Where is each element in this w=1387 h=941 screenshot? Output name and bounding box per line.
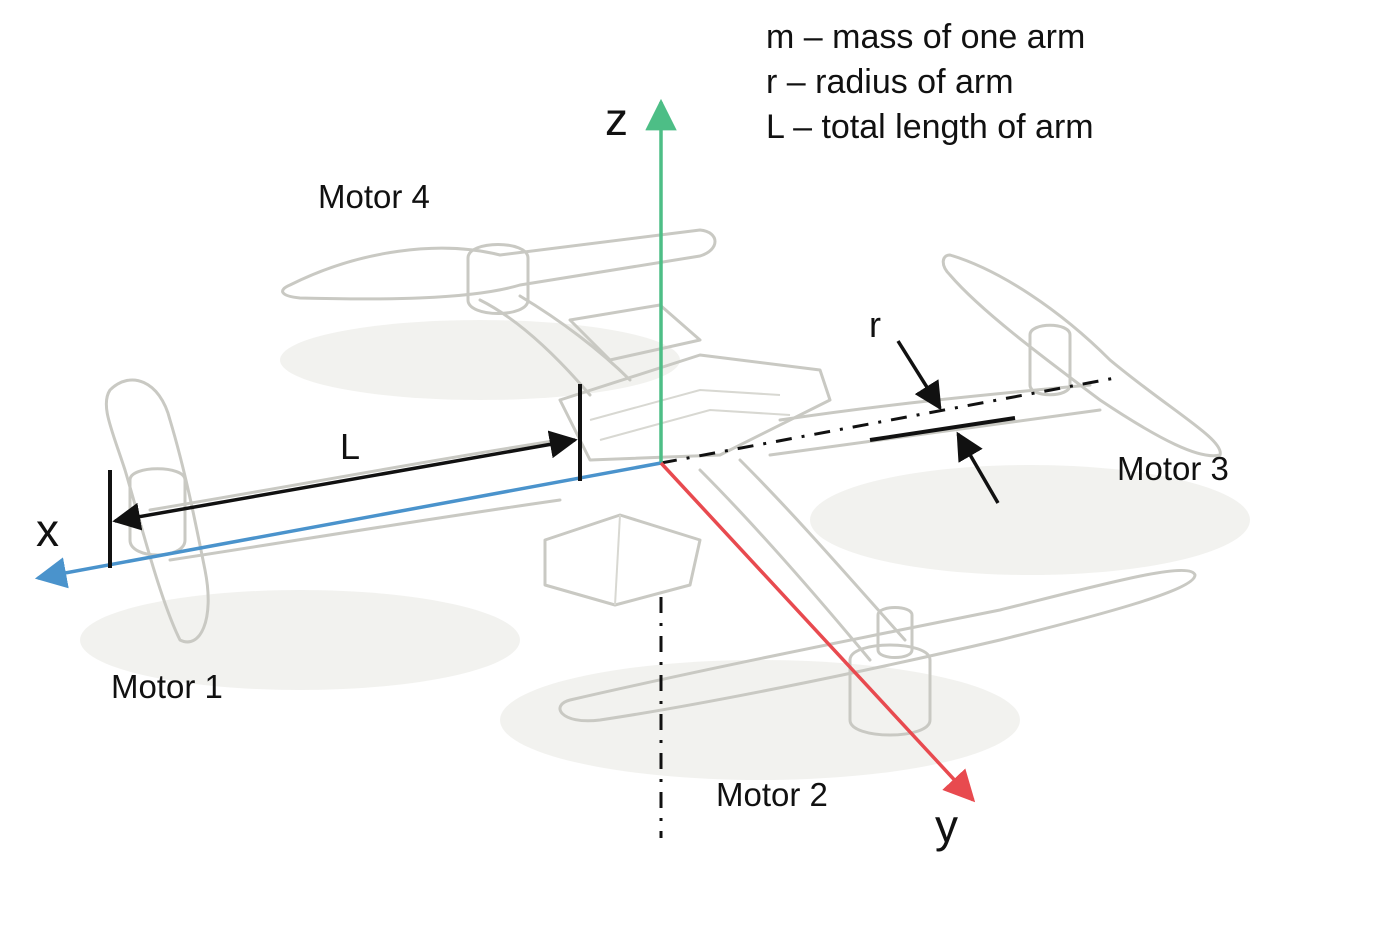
legend-mass: m – mass of one arm — [766, 18, 1085, 56]
legend-radius: r – radius of arm — [766, 63, 1014, 101]
r-arrow-top — [896, 340, 942, 411]
motor-4-label: Motor 4 — [318, 178, 430, 215]
motor-3-label: Motor 3 — [1117, 450, 1229, 487]
y-axis-label: y — [935, 800, 958, 852]
z-axis-label: z — [605, 93, 628, 145]
r-label: r — [869, 304, 881, 345]
x-axis-label: x — [36, 504, 59, 556]
L-dimension-arrow — [112, 430, 578, 531]
motor-2-label: Motor 2 — [716, 776, 828, 813]
y-axis-arrow — [659, 461, 976, 803]
r-arm-edge-line — [869, 416, 1016, 442]
quadcopter-sketch — [80, 228, 1250, 780]
motor-1-label: Motor 1 — [111, 668, 223, 705]
r-arrow-bottom — [956, 431, 1000, 504]
L-label: L — [340, 426, 360, 467]
legend-length: L – total length of arm — [766, 108, 1094, 146]
legend: m – mass of one arm r – radius of arm L … — [766, 18, 1094, 146]
